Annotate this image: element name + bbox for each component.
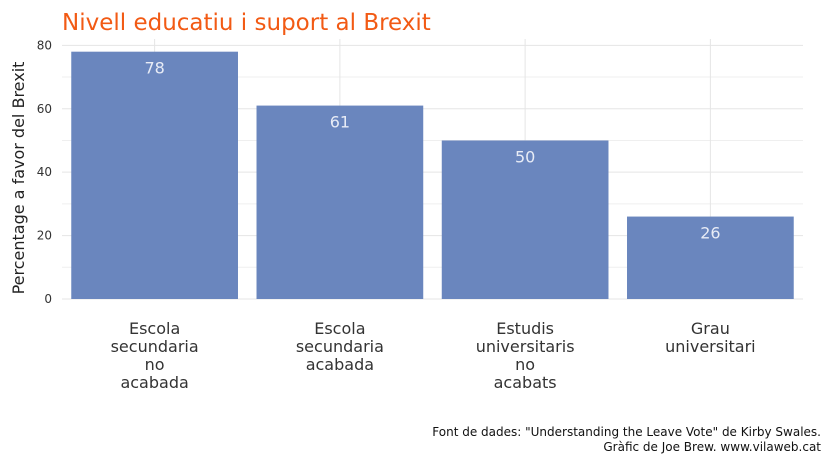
bar (71, 51, 238, 300)
x-tick-label: no (145, 355, 165, 374)
x-tick-label: acabada (306, 355, 374, 374)
x-tick-label: secundaria (296, 337, 384, 356)
x-tick-label: acabats (494, 373, 557, 392)
caption-credit: Gràfic de Joe Brew. www.vilaweb.cat (603, 440, 821, 454)
y-axis-ticks: 0 20 40 60 80 (37, 38, 52, 306)
y-tick-label: 60 (37, 102, 52, 116)
x-tick-label: universitari (665, 337, 756, 356)
data-labels: 78 61 50 26 (144, 59, 720, 243)
y-tick-label: 20 (37, 229, 52, 243)
y-tick-label: 80 (37, 38, 52, 52)
x-tick-label: no (515, 355, 535, 374)
data-label: 61 (330, 113, 350, 132)
chart-title: Nivell educatiu i suport al Brexit (62, 10, 431, 36)
data-label: 50 (515, 147, 535, 166)
x-tick-label: Estudis (496, 319, 554, 338)
bar (441, 140, 609, 299)
x-tick-label: Escola (129, 319, 180, 338)
y-tick-label: 40 (37, 165, 52, 179)
data-label: 78 (144, 59, 164, 78)
data-label: 26 (700, 224, 720, 243)
caption-source: Font de dades: "Understanding the Leave … (432, 425, 821, 439)
x-axis-ticks: EscolasecundarianoacabadaEscolasecundari… (111, 319, 756, 392)
x-tick-label: Grau (691, 319, 730, 338)
x-tick-label: Escola (314, 319, 365, 338)
bars (71, 51, 794, 300)
y-tick-label: 0 (44, 292, 52, 306)
y-axis-label: Percentage a favor del Brexit (9, 62, 28, 295)
bar (627, 216, 794, 299)
bar (256, 105, 424, 300)
x-tick-label: secundaria (111, 337, 199, 356)
x-tick-label: acabada (120, 373, 188, 392)
x-tick-label: universitaris (476, 337, 575, 356)
